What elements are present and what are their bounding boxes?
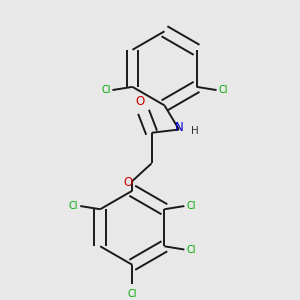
Text: H: H <box>191 126 199 136</box>
Text: Cl: Cl <box>128 289 137 299</box>
Text: Cl: Cl <box>69 201 78 211</box>
Text: Cl: Cl <box>186 201 196 211</box>
Text: Cl: Cl <box>101 85 111 95</box>
Text: O: O <box>136 95 145 108</box>
Text: Cl: Cl <box>218 85 228 95</box>
Text: O: O <box>124 176 133 189</box>
Text: N: N <box>175 122 183 134</box>
Text: Cl: Cl <box>186 244 196 254</box>
